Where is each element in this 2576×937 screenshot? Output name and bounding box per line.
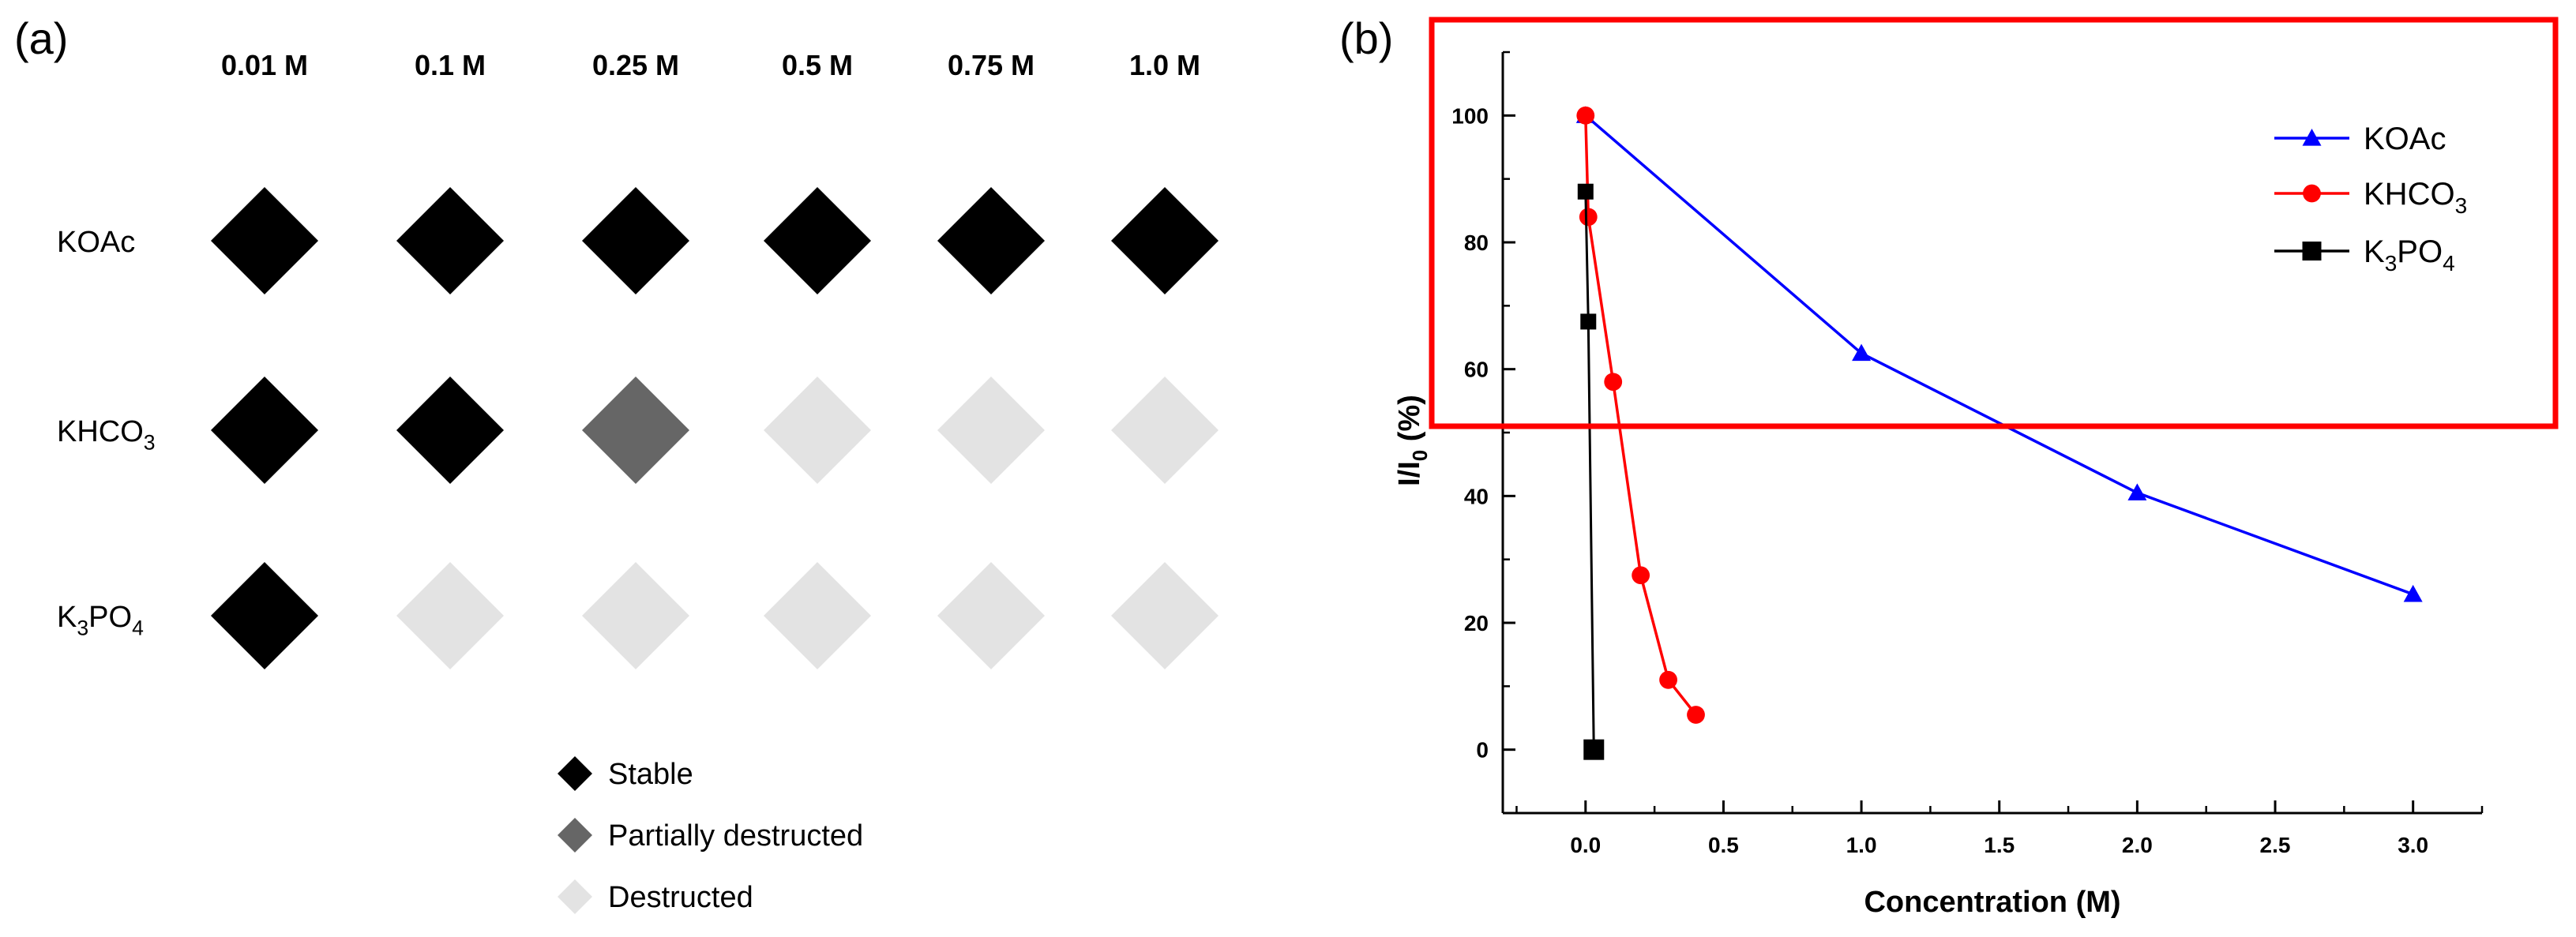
x-tick-label: 2.0 [2122, 833, 2153, 857]
x-tick-label: 2.5 [2260, 833, 2291, 857]
stability-marker-destructed [937, 377, 1045, 484]
series-line [1584, 191, 1595, 750]
stability-marker-destructed [1111, 377, 1219, 484]
data-point [2302, 242, 2322, 260]
stability-marker-destructed [582, 562, 689, 669]
legend-label: KOAc [2364, 122, 2446, 156]
data-point [1583, 739, 1605, 760]
series-line [1584, 115, 1697, 716]
x-tick-label: 1.5 [1984, 833, 2015, 857]
stability-marker-destructed [1111, 562, 1219, 669]
concentration-headers: 0.01 M 0.1 M 0.25 M 0.5 M 0.75 M 1.0 M [221, 49, 1200, 81]
data-point [1852, 343, 1872, 362]
legend-label: Destructed [608, 881, 753, 914]
y-axis-title: I/I0 (%) [1393, 395, 1432, 486]
concentration-header: 0.5 M [782, 49, 853, 81]
stability-marker-partial [582, 377, 689, 484]
concentration-header: 0.25 M [592, 49, 679, 81]
stability-marker-stable [396, 187, 504, 294]
chart-axes: 0 20 40 60 80 100 0.0 0.5 1.0 1.5 2.0 2.5 3.0 Concent… [1393, 51, 2484, 919]
stability-marker-stable [211, 562, 318, 669]
compound-label: K3PO4 [57, 601, 144, 640]
stability-marker-stable [211, 377, 318, 484]
concentration-header: 0.1 M [415, 49, 486, 81]
data-point [2303, 184, 2321, 203]
stability-marker-stable [937, 187, 1045, 294]
data-point [1604, 373, 1623, 392]
data-point [1579, 208, 1598, 227]
y-tick-label: 100 [1451, 103, 1489, 128]
panel-b: (b) 0 20 40 60 80 100 0.0 0.5 1.0 1.5 2.0 2.5 3.0 Con… [1339, 13, 2559, 919]
compound-label: KHCO3 [57, 415, 156, 455]
legend-label: K3PO4 [2364, 234, 2455, 275]
data-point [1659, 670, 1677, 689]
stability-marker-destructed [396, 562, 504, 669]
x-tick-label: 0.0 [1570, 833, 1601, 857]
x-tick-label: 1.0 [1846, 833, 1877, 857]
stability-marker-stable [764, 187, 871, 294]
legend-marker-partial [558, 818, 592, 853]
data-point [1580, 313, 1597, 330]
data-point [2127, 483, 2147, 500]
y-tick-label: 40 [1464, 484, 1489, 508]
compound-label: KOAc [57, 226, 135, 259]
data-point [2403, 584, 2423, 602]
data-point [1632, 566, 1650, 585]
stability-marker-stable [1111, 187, 1219, 294]
concentration-header: 1.0 M [1129, 49, 1200, 81]
highlight-box [1429, 17, 2559, 429]
data-point [1577, 183, 1594, 200]
chart-legend: KOAc KHCO3 K3PO4 [2274, 122, 2467, 275]
panel-b-label: (b) [1339, 13, 1393, 63]
y-tick-label: 60 [1464, 358, 1489, 382]
legend-marker-stable [558, 756, 592, 791]
concentration-header: 0.75 M [948, 49, 1035, 81]
data-point [2302, 129, 2322, 146]
compound-row-labels: KOAc KHCO3 K3PO4 [57, 226, 156, 640]
stability-marker-stable [211, 187, 318, 294]
stability-legend: Stable Partially destructed Destructed [558, 756, 863, 914]
panel-a-label: (a) [14, 13, 68, 63]
data-point [1576, 106, 1595, 125]
stability-marker-destructed [764, 562, 871, 669]
x-tick-label: 0.5 [1708, 833, 1739, 857]
y-tick-label: 0 [1476, 738, 1489, 763]
chart-series [1575, 106, 2423, 760]
stability-grid [211, 187, 1219, 669]
x-tick-label: 3.0 [2398, 833, 2428, 857]
stability-marker-destructed [937, 562, 1045, 669]
data-point [1687, 706, 1705, 724]
stability-marker-stable [396, 377, 504, 484]
legend-label: KHCO3 [2364, 177, 2467, 218]
legend-label: Stable [608, 758, 693, 791]
legend-marker-destructed [558, 879, 592, 914]
panel-a: (a) 0.01 M 0.1 M 0.25 M 0.5 M 0.75 M 1.0 M KO… [14, 13, 1219, 914]
y-tick-label: 80 [1464, 231, 1489, 255]
y-tick-label: 20 [1464, 611, 1489, 635]
series-line [1584, 114, 2414, 596]
stability-marker-destructed [764, 377, 871, 484]
legend-label: Partially destructed [608, 819, 863, 853]
concentration-header: 0.01 M [221, 49, 308, 81]
stability-marker-stable [582, 187, 689, 294]
x-axis-title: Concentration (M) [1864, 886, 2120, 919]
